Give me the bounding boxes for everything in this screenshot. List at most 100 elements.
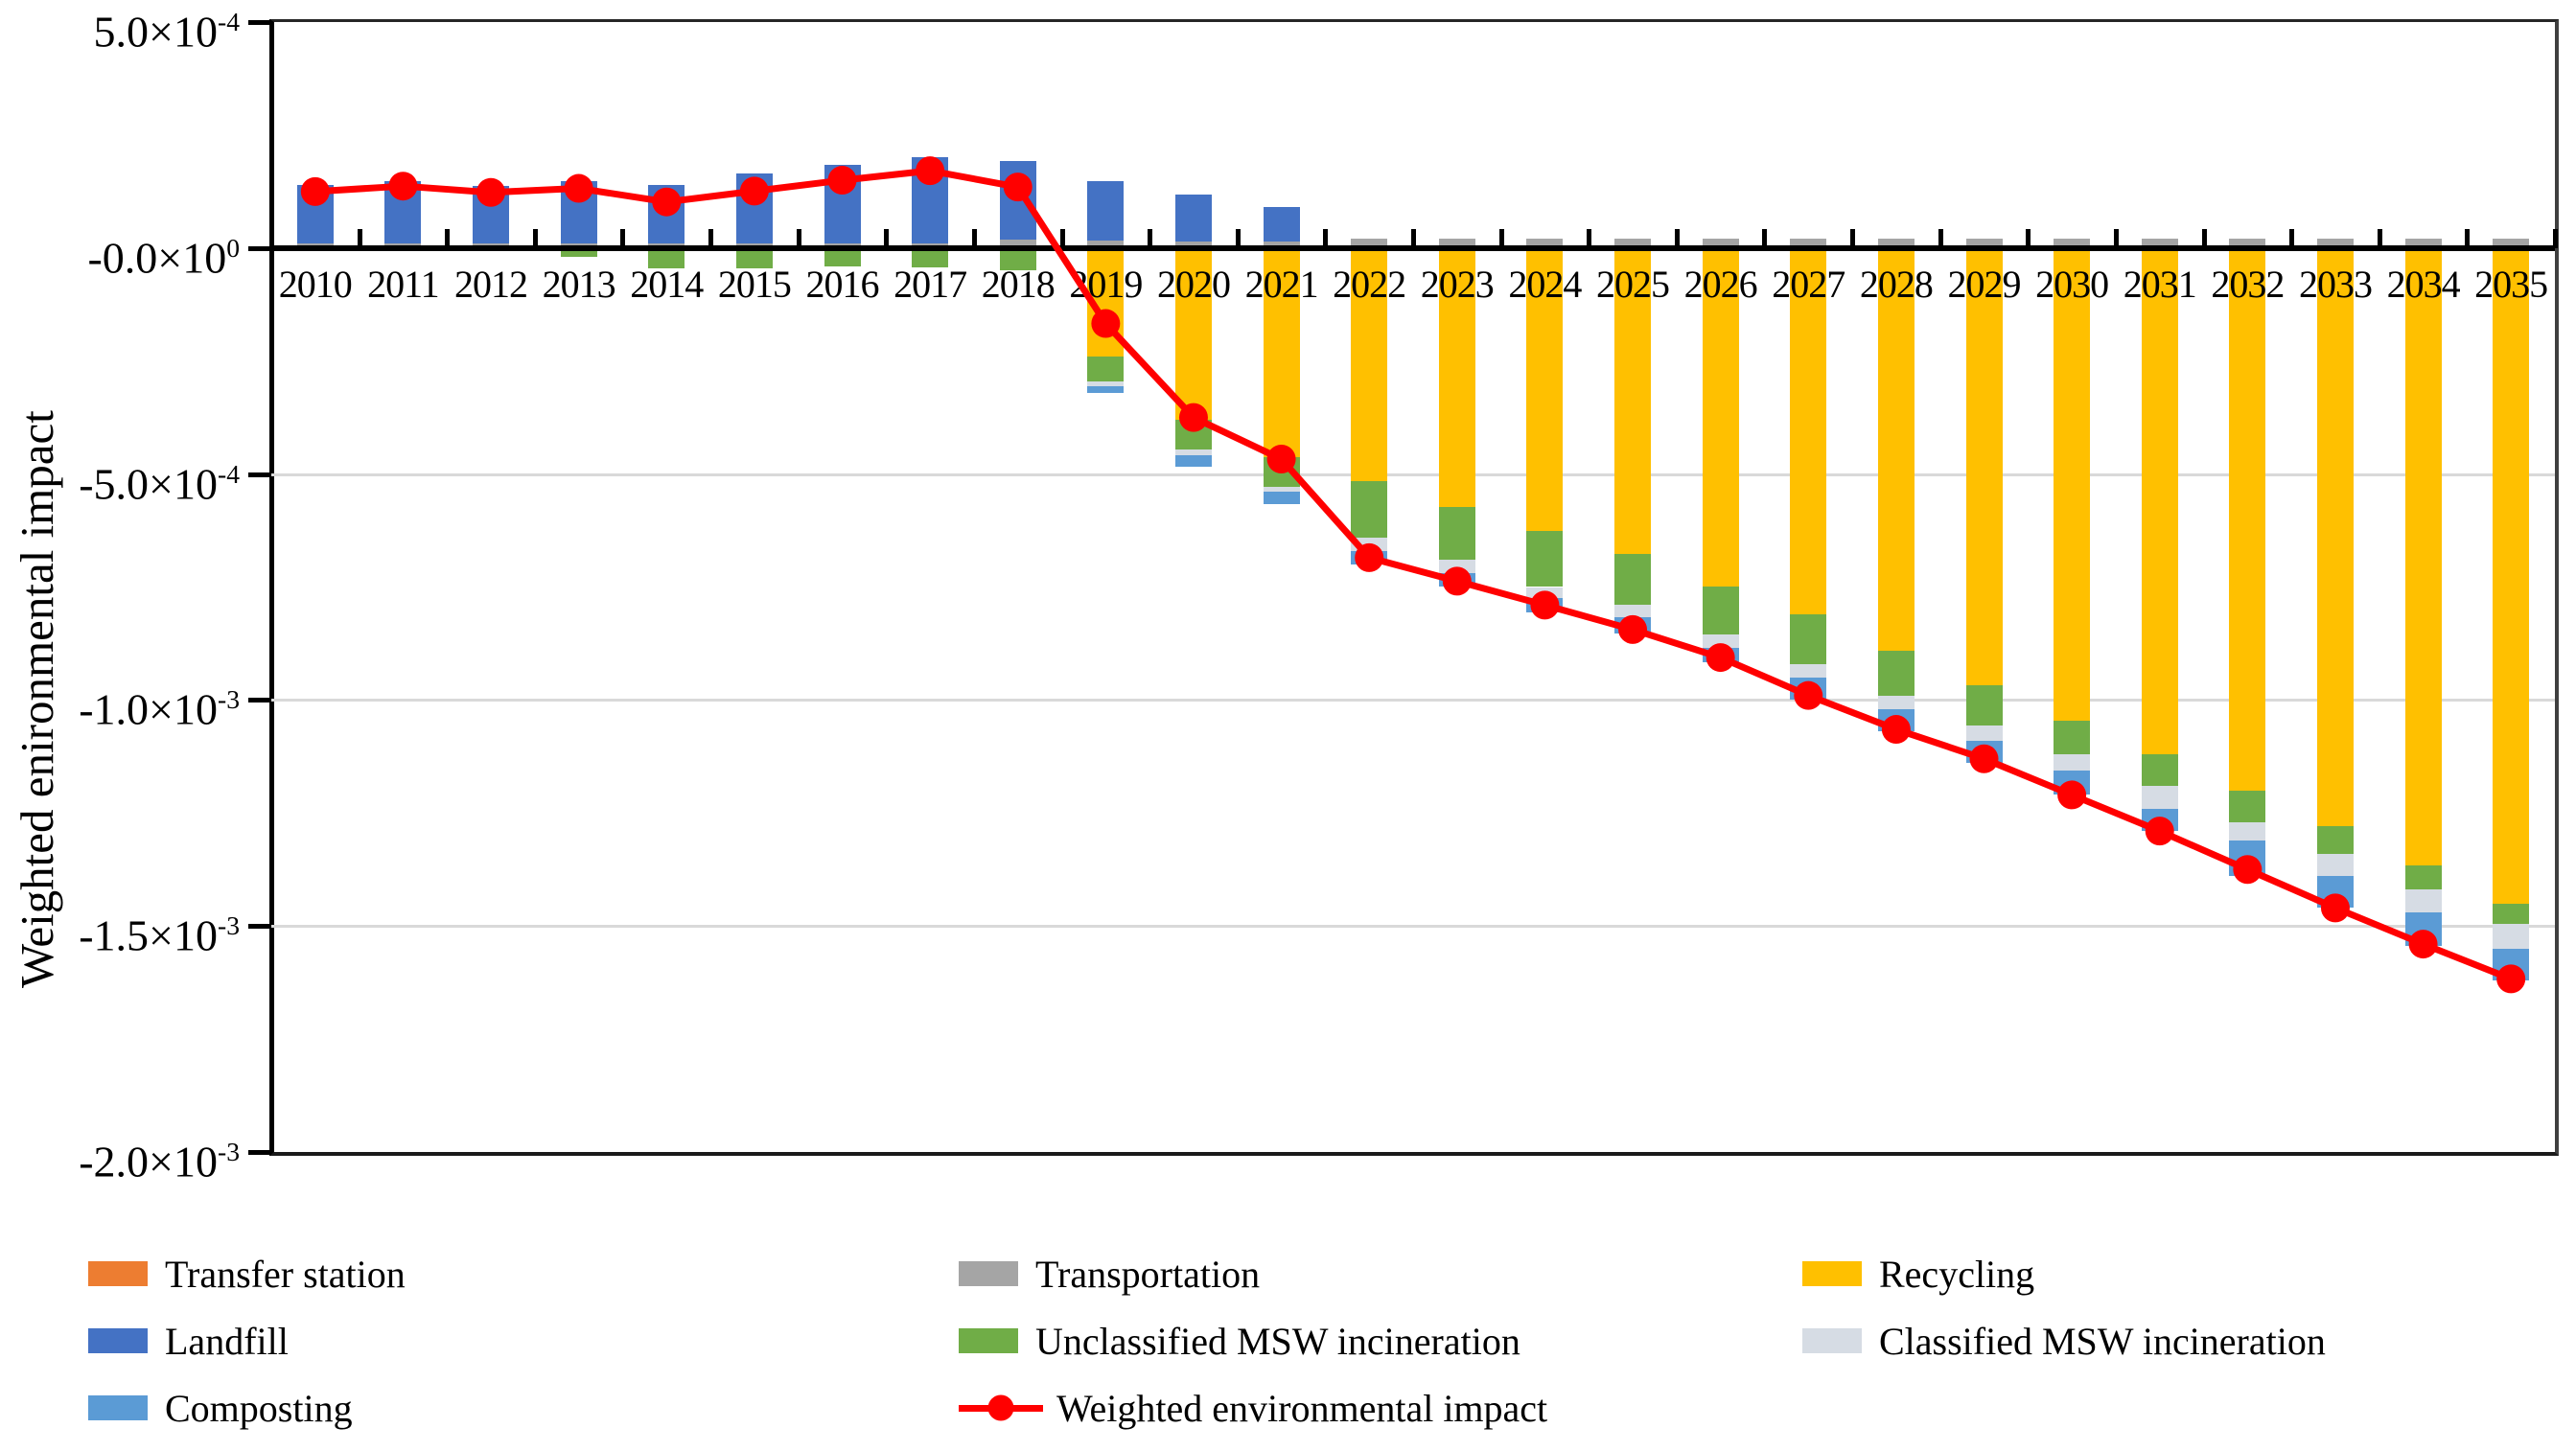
bar-segment — [2404, 864, 2442, 890]
bar-segment — [473, 243, 510, 246]
y-tick-base: -0.0×10 — [87, 233, 227, 283]
y-axis-tick — [248, 20, 271, 25]
bar-segment — [2229, 239, 2266, 248]
x-axis-tick — [1059, 228, 1065, 248]
legend-color-swatch — [959, 1261, 1018, 1286]
y-axis-tick — [248, 472, 271, 477]
legend-color-swatch — [1802, 1261, 1862, 1286]
legend-item: Transfer station — [88, 1253, 406, 1296]
x-axis-year-label: 2016 — [805, 262, 879, 306]
bar-segment — [2054, 721, 2091, 754]
legend-column-1: Transfer station Landfill Composting — [88, 1253, 406, 1451]
bar-segment — [1614, 554, 1652, 606]
x-axis-tick — [1762, 228, 1768, 248]
x-axis-tick — [1323, 228, 1329, 248]
bar-segment — [1263, 206, 1300, 242]
bar-segment — [1702, 586, 1739, 634]
x-axis-tick — [1850, 228, 1856, 248]
bar-segment — [1965, 239, 2003, 248]
x-axis-tick — [2113, 228, 2119, 248]
bar-segment — [2404, 247, 2442, 865]
x-axis-year-label: 2017 — [893, 262, 967, 306]
legend-item: Recycling — [1802, 1253, 2326, 1296]
legend-color-swatch — [88, 1395, 148, 1420]
x-axis-year-label: 2010 — [278, 262, 353, 306]
x-axis-tick — [2377, 228, 2382, 248]
x-axis-year-label: 2011 — [367, 262, 440, 306]
y-axis-tick — [248, 698, 271, 703]
bar-segment — [1790, 239, 1827, 248]
legend-item: Unclassified MSW incineration — [959, 1320, 1547, 1363]
x-axis-year-label: 2018 — [981, 262, 1056, 306]
y-axis-tick — [248, 1150, 271, 1155]
bar-segment — [2493, 239, 2530, 248]
weighted-impact-marker — [1091, 309, 1121, 338]
legend-item: Weighted environmental impact — [959, 1387, 1547, 1430]
bar-segment — [2141, 239, 2178, 248]
legend-line-marker — [959, 1394, 1043, 1421]
legend-color-swatch — [959, 1328, 1018, 1353]
x-axis-tick — [1235, 228, 1241, 248]
x-axis-tick — [1498, 228, 1504, 248]
bar-segment — [1438, 239, 1475, 248]
y-axis-tick-label: -0.0×100 — [0, 223, 240, 283]
bar-segment — [1877, 695, 1915, 709]
legend-color-swatch — [1802, 1328, 1862, 1353]
x-axis-year-label: 2027 — [1772, 262, 1845, 306]
x-axis-tick — [1938, 228, 1943, 248]
bar-segment — [1965, 684, 2003, 726]
bar-segment — [1087, 356, 1125, 381]
x-axis-tick — [796, 228, 801, 248]
x-axis-year-label: 2034 — [2386, 262, 2461, 306]
bar-segment — [1087, 386, 1125, 394]
x-axis-tick — [2553, 228, 2558, 248]
bar-segment — [2229, 247, 2266, 791]
grid-line — [271, 699, 2555, 702]
weighted-impact-marker — [916, 156, 945, 186]
weighted-impact-marker — [2408, 930, 2438, 959]
bar-segment — [2493, 923, 2530, 949]
x-axis-year-label: 2020 — [1156, 262, 1231, 306]
bar-segment — [2404, 239, 2442, 248]
legend-label: Unclassified MSW incineration — [1035, 1319, 1520, 1363]
x-axis-year-label: 2022 — [1333, 262, 1406, 306]
weighted-impact-marker — [2320, 893, 2350, 923]
bar-segment — [1702, 633, 1739, 649]
legend-color-swatch — [88, 1328, 148, 1353]
x-axis-tick — [1148, 228, 1153, 248]
bar-segment — [648, 243, 685, 246]
bar-segment — [824, 243, 861, 246]
bar-segment — [1614, 605, 1652, 618]
bar-segment — [2054, 239, 2091, 248]
bar-segment — [1790, 663, 1827, 678]
legend-item: Transportation — [959, 1253, 1547, 1296]
bar-segment — [1790, 613, 1827, 664]
x-axis-tick — [971, 228, 977, 248]
bar-segment — [2141, 247, 2178, 754]
y-tick-base: -5.0×10 — [79, 458, 218, 508]
weighted-impact-marker — [827, 166, 857, 196]
weighted-impact-marker — [1969, 744, 1999, 773]
weighted-impact-marker — [1266, 445, 1296, 474]
x-axis-year-label: 2030 — [2035, 262, 2109, 306]
bar-segment — [1263, 242, 1300, 246]
grid-line — [271, 472, 2555, 476]
bar-segment — [999, 239, 1036, 246]
weighted-impact-marker — [1355, 542, 1384, 572]
bar-segment — [1438, 507, 1475, 561]
bar-segment — [1877, 650, 1915, 696]
x-axis-year-label: 2021 — [1244, 262, 1319, 306]
bar-segment — [2316, 247, 2354, 827]
bar-segment — [735, 243, 773, 246]
bar-segment — [1877, 247, 1915, 651]
y-axis-tick — [248, 924, 271, 930]
bar-segment — [1174, 195, 1212, 242]
bar-segment — [2141, 753, 2178, 786]
x-axis-year-label: 2026 — [1683, 262, 1758, 306]
weighted-impact-marker — [1530, 590, 1560, 620]
y-tick-base: -1.0×10 — [79, 684, 218, 734]
bar-segment — [384, 243, 422, 246]
weighted-impact-marker — [388, 172, 418, 201]
